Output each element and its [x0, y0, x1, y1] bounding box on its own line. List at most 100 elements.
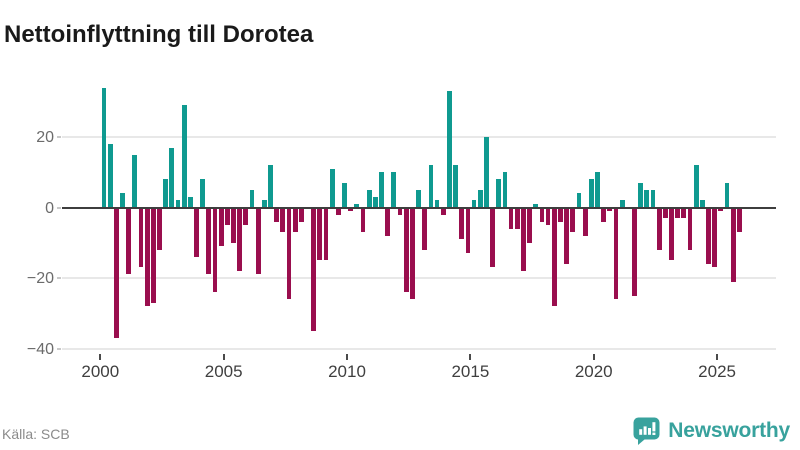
bar	[163, 179, 169, 208]
bar	[231, 207, 236, 243]
bar	[132, 154, 138, 208]
bar	[582, 207, 588, 236]
bar	[656, 207, 662, 250]
bar	[638, 182, 643, 208]
bar	[508, 207, 514, 229]
bar	[502, 172, 508, 208]
bar	[736, 207, 742, 233]
bar	[194, 207, 199, 257]
exclamation-dot	[652, 432, 656, 435]
bar	[564, 207, 569, 264]
y-axis-label: 20	[36, 129, 54, 146]
bar	[447, 91, 452, 208]
bar	[712, 207, 718, 268]
bar	[335, 207, 341, 215]
bar	[632, 207, 637, 296]
bar	[693, 165, 699, 208]
bar	[453, 165, 458, 208]
bar	[323, 207, 329, 261]
gridline	[62, 347, 776, 350]
bar	[521, 207, 526, 271]
bar	[206, 207, 212, 275]
mini-bar-2	[643, 426, 647, 435]
bar	[484, 137, 489, 208]
bar	[477, 189, 483, 208]
y-axis-label: 0	[45, 199, 54, 217]
bar	[243, 207, 249, 226]
bar	[138, 207, 144, 268]
bar	[422, 207, 428, 250]
x-tick-mark	[346, 354, 349, 360]
x-axis-label: 2020	[574, 362, 613, 381]
bar	[675, 207, 681, 219]
bar	[496, 179, 502, 208]
bar	[150, 207, 156, 303]
bar	[669, 207, 674, 261]
bar	[570, 207, 576, 233]
x-axis-label: 2010	[328, 362, 366, 381]
bar	[706, 207, 711, 264]
speech-bubble-bar-chart-icon	[633, 417, 660, 445]
bar	[298, 207, 304, 222]
brand-name: Newsworthy	[668, 419, 790, 442]
bar	[514, 207, 520, 229]
bar	[348, 207, 354, 212]
bar	[601, 207, 606, 222]
exclamation-stem	[652, 422, 656, 432]
y-tick-mark	[57, 277, 61, 279]
bar	[551, 207, 557, 307]
bar	[650, 189, 656, 208]
bar	[181, 105, 187, 208]
bar	[200, 179, 206, 208]
bar	[157, 207, 162, 250]
y-tick-mark	[57, 206, 61, 209]
bar	[730, 207, 736, 282]
newsworthy-logo: Newsworthy	[632, 414, 790, 448]
bar	[268, 165, 273, 208]
x-tick-mark	[592, 354, 595, 360]
bar	[613, 207, 619, 300]
bar	[101, 87, 107, 208]
bar	[687, 207, 693, 250]
bar	[224, 207, 230, 226]
bar	[595, 172, 600, 208]
x-tick-mark	[716, 354, 719, 360]
bar	[274, 207, 280, 222]
bar	[471, 200, 477, 208]
bar	[218, 207, 224, 247]
page-title: Nettoinflyttning till Dorotea	[4, 21, 314, 49]
y-axis-label: −40	[26, 340, 54, 358]
bar	[317, 207, 323, 261]
bar	[354, 203, 360, 208]
x-tick-mark	[222, 354, 225, 360]
gridline	[62, 277, 776, 279]
bar	[558, 207, 563, 222]
source-caption: Källa: SCB	[2, 426, 70, 442]
bar	[187, 196, 193, 208]
y-tick-mark	[57, 136, 61, 138]
x-axis-label: 2025	[698, 362, 736, 381]
bar	[681, 207, 687, 219]
bar	[391, 172, 397, 208]
x-axis-label: 2015	[451, 362, 490, 381]
bar	[459, 207, 465, 240]
gridline	[62, 136, 776, 138]
bar	[545, 207, 551, 226]
bar	[113, 207, 119, 338]
bar	[397, 207, 403, 215]
y-tick-mark	[57, 347, 61, 350]
bar	[607, 207, 613, 212]
mini-bar-1	[639, 429, 643, 435]
bar	[107, 144, 113, 208]
x-tick-mark	[469, 354, 472, 360]
bar	[255, 207, 261, 275]
bar	[576, 193, 582, 208]
bar	[619, 200, 625, 208]
bar	[175, 200, 181, 208]
bar	[261, 200, 267, 208]
plot-area	[62, 70, 776, 352]
bar	[144, 207, 150, 307]
mini-bar-3	[648, 428, 652, 435]
bar	[410, 207, 415, 300]
zero-axis-line	[62, 206, 776, 209]
